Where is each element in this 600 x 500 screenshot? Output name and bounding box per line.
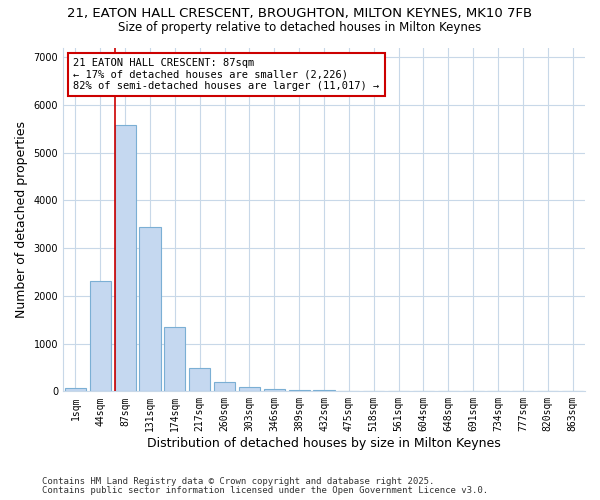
Text: Contains public sector information licensed under the Open Government Licence v3: Contains public sector information licen… — [42, 486, 488, 495]
Text: Contains HM Land Registry data © Crown copyright and database right 2025.: Contains HM Land Registry data © Crown c… — [42, 477, 434, 486]
X-axis label: Distribution of detached houses by size in Milton Keynes: Distribution of detached houses by size … — [147, 437, 501, 450]
Bar — [139, 226, 161, 392]
Bar — [214, 382, 235, 392]
Bar — [289, 390, 310, 392]
Bar — [264, 388, 285, 392]
Bar — [90, 282, 111, 392]
Bar — [239, 386, 260, 392]
Text: 21 EATON HALL CRESCENT: 87sqm
← 17% of detached houses are smaller (2,226)
82% o: 21 EATON HALL CRESCENT: 87sqm ← 17% of d… — [73, 58, 380, 91]
Bar — [115, 126, 136, 392]
Bar — [164, 327, 185, 392]
Y-axis label: Number of detached properties: Number of detached properties — [15, 121, 28, 318]
Bar — [313, 390, 335, 392]
Text: 21, EATON HALL CRESCENT, BROUGHTON, MILTON KEYNES, MK10 7FB: 21, EATON HALL CRESCENT, BROUGHTON, MILT… — [67, 8, 533, 20]
Bar — [189, 368, 211, 392]
Bar — [65, 388, 86, 392]
Text: Size of property relative to detached houses in Milton Keynes: Size of property relative to detached ho… — [118, 21, 482, 34]
